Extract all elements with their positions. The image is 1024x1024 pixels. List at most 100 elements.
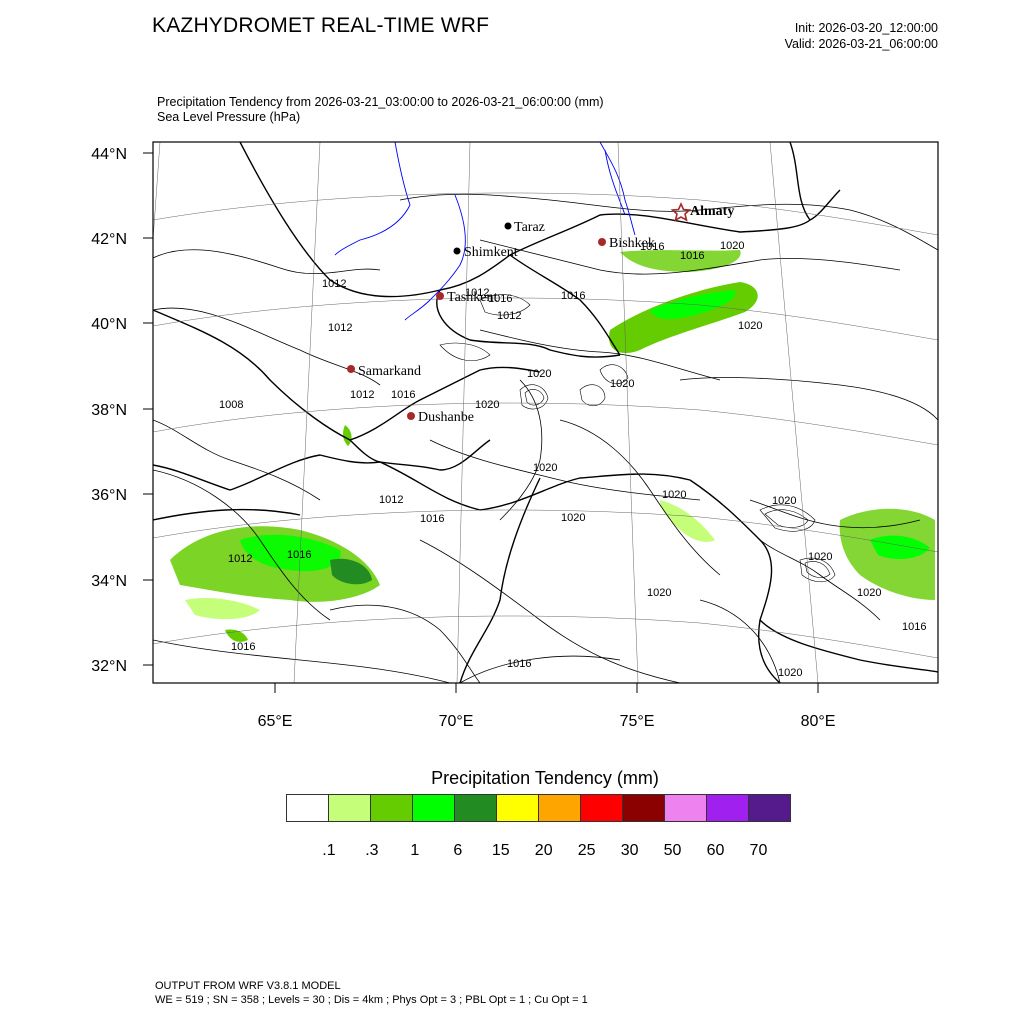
lat-labels: 44°N 42°N 40°N 38°N 36°N 34°N 32°N (91, 146, 127, 675)
city-dot-icon (436, 292, 444, 300)
city-taraz: Taraz (504, 220, 545, 235)
isobar-label: 1020 (778, 667, 802, 679)
legend-label: 50 (663, 842, 682, 859)
lon-label: 65°E (258, 713, 293, 730)
isobar-labels: 1012 1012 1008 1012 1016 1012 1012 1016 … (219, 240, 926, 679)
isobar-label: 1016 (420, 513, 444, 525)
isobar-label: 1016 (507, 658, 531, 670)
legend-swatch (286, 794, 329, 822)
legend-swatch (328, 794, 371, 822)
city-label: Taraz (514, 220, 545, 235)
lon-label: 70°E (439, 713, 474, 730)
legend-swatch (370, 794, 413, 822)
lat-label: 42°N (91, 231, 127, 248)
lon-ticks (274, 683, 819, 693)
legend-label: .3 (365, 842, 379, 859)
city-samarkand: Samarkand (347, 364, 421, 379)
lon-label: 80°E (801, 713, 836, 730)
legend-swatch (622, 794, 665, 822)
city-dushanbe: Dushanbe (407, 410, 474, 425)
city-shimkent: Shimkent (453, 245, 518, 260)
valid-time: Valid: 2026-03-21_06:00:00 (784, 37, 938, 51)
city-markers: Almaty Taraz Bishkek Shimkent Tashkent S… (347, 202, 734, 425)
lat-label: 32°N (91, 658, 127, 675)
lat-label: 40°N (91, 316, 127, 333)
graticule (153, 142, 938, 683)
isobar-label: 1016 (287, 549, 311, 561)
city-dot-icon (598, 238, 606, 246)
legend-label: 30 (620, 842, 639, 859)
city-label: Dushanbe (418, 410, 474, 425)
legend-label: 1 (410, 842, 420, 859)
map-frame (152, 141, 939, 684)
isobar-label: 1016 (640, 241, 664, 253)
legend-swatch (496, 794, 539, 822)
lon-label: 75°E (620, 713, 655, 730)
isobar-label: 1012 (350, 389, 374, 401)
isobar-label: 1020 (610, 378, 634, 390)
isobar-label: 1020 (475, 399, 499, 411)
slp-field-label: Sea Level Pressure (hPa) (157, 110, 301, 124)
isobar-label: 1012 (497, 310, 521, 322)
map-panel: 44°N 42°N 40°N 38°N 36°N 34°N 32°N 65°E … (91, 141, 939, 730)
isobar-label: 1020 (533, 462, 557, 474)
lat-label: 34°N (91, 573, 127, 590)
field-description: Precipitation Tendency from 2026-03-21_0… (157, 95, 604, 125)
legend-swatch (412, 794, 455, 822)
lon-labels: 65°E 70°E 75°E 80°E (258, 713, 836, 730)
isobar-label: 1012 (322, 278, 346, 290)
init-time: Init: 2026-03-20_12:00:00 (794, 21, 938, 35)
legend-swatch (664, 794, 707, 822)
isobar-label: 1012 (228, 553, 252, 565)
city-dot-icon (453, 247, 461, 255)
city-label: Shimkent (464, 245, 518, 260)
lat-label: 36°N (91, 487, 127, 504)
legend-label: 70 (749, 842, 768, 859)
city-dot-icon (347, 365, 355, 373)
legend-label: 25 (577, 842, 596, 859)
isobar-label: 1016 (391, 389, 415, 401)
legend-swatch (748, 794, 791, 822)
terrain-contours (439, 294, 836, 583)
isobar-label: 1020 (527, 368, 551, 380)
isobar-label: 1016 (231, 641, 255, 653)
city-label: Bishkek (609, 236, 655, 251)
legend-swatch (580, 794, 623, 822)
isobar-label: 1016 (561, 290, 585, 302)
isobar-label: 1016 (488, 293, 512, 305)
init-valid-times: Init: 2026-03-20_12:00:00 Valid: 2026-03… (785, 20, 938, 52)
legend-label: 6 (453, 842, 463, 859)
precip-field-label: Precipitation Tendency from 2026-03-21_0… (157, 95, 604, 109)
legend-label: 60 (706, 842, 725, 859)
isobar-label: 1016 (680, 250, 704, 262)
color-legend (286, 794, 791, 822)
isobar-label: 1012 (328, 322, 352, 334)
city-label: Samarkand (358, 364, 421, 379)
city-dot-icon (504, 222, 512, 230)
isobars (153, 193, 938, 683)
isobar-label: 1020 (738, 320, 762, 332)
legend-swatch (706, 794, 749, 822)
model-info-footer: OUTPUT FROM WRF V3.8.1 MODEL WE = 519 ; … (155, 979, 588, 1007)
rivers (334, 142, 636, 321)
isobar-label: 1012 (379, 494, 403, 506)
lat-label: 38°N (91, 402, 127, 419)
city-bishkek: Bishkek (598, 236, 655, 251)
city-label: Almaty (690, 204, 734, 219)
legend-label: 15 (491, 842, 510, 859)
isobar-label: 1020 (662, 489, 686, 501)
city-dot-icon (407, 412, 415, 420)
isobar-label: 1008 (219, 399, 243, 411)
legend-swatch (454, 794, 497, 822)
precipitation-areas (170, 250, 935, 642)
model-config: WE = 519 ; SN = 358 ; Levels = 30 ; Dis … (155, 994, 588, 1006)
lat-ticks (143, 152, 153, 666)
isobar-label: 1020 (857, 587, 881, 599)
country-borders (153, 142, 938, 683)
city-almaty: Almaty (670, 202, 734, 222)
page-title: KAZHYDROMET REAL-TIME WRF (152, 14, 490, 37)
star-icon (670, 202, 692, 222)
isobar-label: 1012 (465, 287, 489, 299)
legend-label: 20 (534, 842, 553, 859)
isobar-label: 1016 (902, 621, 926, 633)
